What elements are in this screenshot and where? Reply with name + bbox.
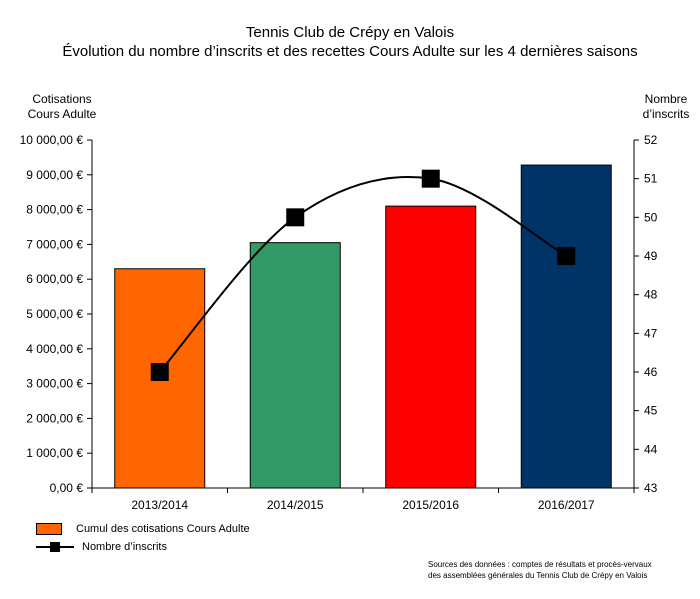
y-left-tick-label: 2 000,00 € xyxy=(26,411,83,425)
y-right-tick-label: 52 xyxy=(644,133,658,147)
y-right-tick-label: 51 xyxy=(644,172,658,186)
chart-title: Tennis Club de Crépy en Valois xyxy=(245,24,455,41)
line-marker-2013/2014 xyxy=(150,363,169,381)
y-left-tick-label: 5 000,00 € xyxy=(26,307,83,321)
line-marker-2014/2015 xyxy=(286,208,305,227)
bar-2015/2016 xyxy=(385,205,477,489)
legend-line-swatch xyxy=(36,541,74,553)
y-left-tick-label: 4 000,00 € xyxy=(26,342,83,356)
y-right-tick-label: 45 xyxy=(644,404,658,418)
legend-line-label: Nombre d’inscrits xyxy=(82,541,167,553)
y-right-tick-label: 49 xyxy=(644,249,658,263)
y-left-axis-title-line1: Cotisations xyxy=(32,92,92,106)
y-right-tick-label: 47 xyxy=(644,326,658,340)
y-left-tick-label: 0,00 € xyxy=(50,481,84,495)
y-right-tick-label: 50 xyxy=(644,210,658,224)
x-tick-label: 2014/2015 xyxy=(267,498,324,512)
y-left-tick-label: 3 000,00 € xyxy=(26,377,83,391)
y-left-tick-label: 6 000,00 € xyxy=(26,272,83,286)
x-tick-label: 2013/2014 xyxy=(131,498,188,512)
y-left-tick-label: 7 000,00 € xyxy=(26,237,83,251)
y-left-tick-label: 1 000,00 € xyxy=(26,446,83,460)
legend-item-line: Nombre d’inscrits xyxy=(36,541,167,553)
x-tick-label: 2015/2016 xyxy=(402,498,459,512)
y-left-axis-title-line2: Cours Adulte xyxy=(27,107,97,121)
bar-2014/2015 xyxy=(249,242,341,489)
legend-item-bars: Cumul des cotisations Cours Adulte xyxy=(36,523,250,535)
y-right-tick-label: 46 xyxy=(644,365,658,379)
line-marker-2016/2017 xyxy=(557,247,576,265)
y-right-axis-title-line1: Nombre xyxy=(644,92,688,106)
x-tick-label: 2016/2017 xyxy=(538,498,595,512)
bar-2016/2017 xyxy=(520,164,612,489)
source-note-line1: Sources des données : comptes de résulta… xyxy=(428,560,652,569)
legend-bar-swatch xyxy=(36,523,62,535)
y-right-tick-label: 48 xyxy=(644,288,658,302)
y-right-axis-title-line2: d’inscrits xyxy=(642,107,690,121)
source-note-line2: des assemblées générales du Tennis Club … xyxy=(428,571,648,580)
legend-bar-label: Cumul des cotisations Cours Adulte xyxy=(76,523,250,535)
y-left-tick-label: 10 000,00 € xyxy=(20,133,84,147)
y-left-tick-label: 9 000,00 € xyxy=(26,168,83,182)
line-series-inscrits xyxy=(158,176,567,373)
chart-subtitle: Évolution du nombre d’inscrits et des re… xyxy=(62,43,638,60)
y-right-tick-label: 44 xyxy=(644,442,658,456)
y-left-tick-label: 8 000,00 € xyxy=(26,203,83,217)
line-marker-2015/2016 xyxy=(421,169,440,188)
y-right-tick-label: 43 xyxy=(644,481,658,495)
